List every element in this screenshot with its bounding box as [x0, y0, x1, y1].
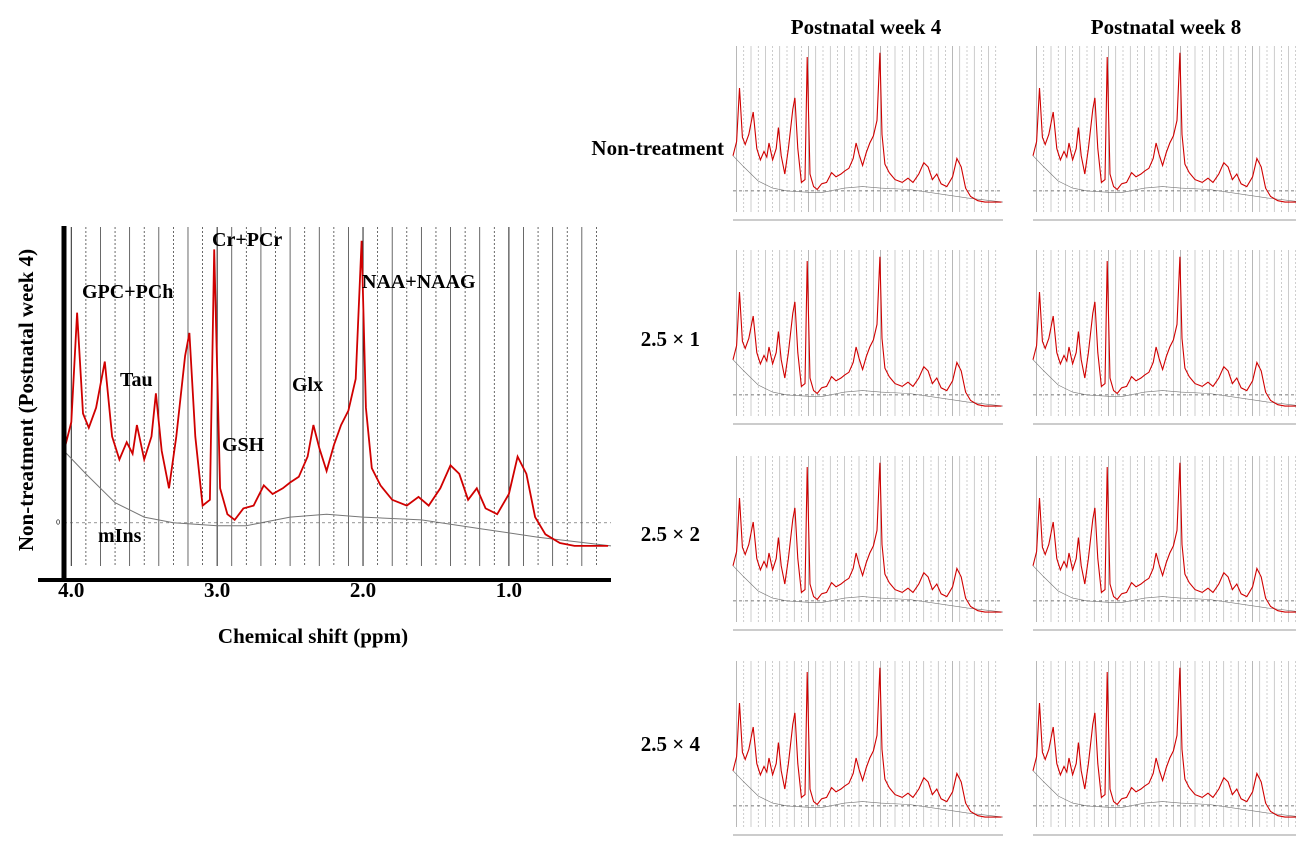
annotation: Cr+PCr [212, 229, 282, 251]
baseline [1032, 565, 1296, 612]
column-title: Postnatal week 4 [791, 15, 942, 39]
fit-line [732, 667, 1002, 818]
spectrum-panel [1032, 46, 1296, 221]
spectrum-panel [732, 46, 1004, 221]
fit-line [63, 240, 609, 547]
fit-line [1032, 52, 1296, 203]
spectrum-panel [732, 456, 1004, 631]
fit-line [732, 52, 1002, 203]
baseline [1032, 359, 1296, 406]
spectrum-panel [732, 661, 1004, 836]
y-tick-label: 0 [56, 520, 60, 527]
fit-line [732, 256, 1002, 407]
fit-line [732, 462, 1002, 613]
row-label: 2.5 × 1 [641, 327, 700, 351]
annotation: mIns [98, 525, 142, 547]
baseline [732, 155, 1004, 203]
column-title: Postnatal week 8 [1091, 15, 1242, 39]
y-axis-label: Non-treatment (Postnatal week 4) [14, 249, 38, 551]
row-label: 2.5 × 2 [641, 522, 700, 546]
annotation: NAA+NAAG [362, 271, 476, 293]
baseline [732, 359, 1004, 407]
baseline [732, 770, 1004, 818]
baseline [1032, 770, 1296, 817]
x-axis-label: Chemical shift (ppm) [218, 624, 408, 648]
annotation: Tau [120, 369, 153, 391]
baseline [732, 565, 1004, 613]
row-label: Non-treatment [591, 136, 724, 160]
annotation: Glx [292, 374, 323, 396]
baseline [1032, 155, 1296, 202]
spectrum-panel [732, 250, 1004, 425]
fit-line [1032, 667, 1296, 818]
fit-line [1032, 256, 1296, 407]
annotation: GSH [222, 434, 265, 456]
spectrum-panel [1032, 661, 1296, 836]
fit-line [1032, 462, 1296, 613]
main-plot: 4.0 3.0 2.0 1.00 [38, 226, 612, 602]
panel-grid: Postnatal week 4 Postnatal week 8 Non-trea… [591, 15, 1296, 836]
baseline [63, 450, 612, 547]
row-label: 2.5 × 4 [641, 732, 701, 756]
spectrum-panel [1032, 250, 1296, 425]
annotation: GPC+PCh [82, 281, 173, 303]
spectrum-panel [1032, 456, 1296, 631]
